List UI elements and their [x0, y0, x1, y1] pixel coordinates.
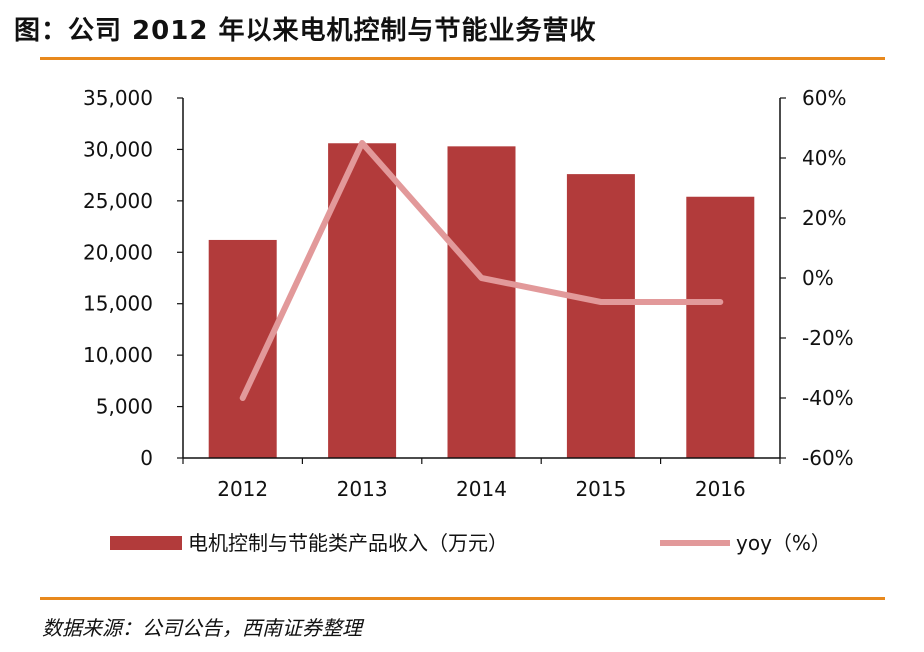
x-tick-label: 2012: [217, 477, 268, 501]
bar-2016: [686, 196, 755, 458]
bar-2015: [566, 174, 635, 458]
legend-bar-swatch: [110, 536, 182, 550]
chart-canvas: 0 5,000 10,000 15,000 20,000 25,000 30,000 35,0…: [83, 86, 854, 555]
chart-title: 图：公司 2012 年以来电机控制与节能业务营收: [14, 16, 597, 46]
y-left-tick-label: 30,000: [83, 137, 153, 161]
y-left-tick-label: 20,000: [83, 240, 153, 264]
y-right-tick-label: 60%: [802, 86, 846, 110]
y-right-tick-label: 40%: [802, 146, 846, 170]
y-left-tick-label: 0: [140, 446, 153, 470]
x-tick-label: 2015: [575, 477, 626, 501]
y-right-tick-label: 20%: [802, 206, 846, 230]
y-right-tick-label: -20%: [802, 326, 854, 350]
y-left-tick-label: 25,000: [83, 189, 153, 213]
x-tick-label: 2013: [337, 477, 388, 501]
x-tick-label: 2016: [695, 477, 746, 501]
title-divider: [40, 57, 885, 60]
x-tick-label: 2014: [456, 477, 507, 501]
source-divider: [40, 597, 885, 600]
legend-line-label: yoy（%）: [736, 531, 831, 555]
y-right-tick-label: -60%: [802, 446, 854, 470]
y-left-tick-label: 5,000: [96, 395, 153, 419]
y-left-tick-label: 10,000: [83, 343, 153, 367]
y-left-tick-label: 15,000: [83, 292, 153, 316]
legend-bar-label: 电机控制与节能类产品收入（万元）: [188, 531, 508, 555]
bar-2014: [447, 146, 516, 459]
source-note: 数据来源：公司公告，西南证券整理: [42, 616, 362, 640]
y-right-tick-label: -40%: [802, 386, 854, 410]
y-left-tick-label: 35,000: [83, 86, 153, 110]
y-right-tick-label: 0%: [802, 266, 834, 290]
